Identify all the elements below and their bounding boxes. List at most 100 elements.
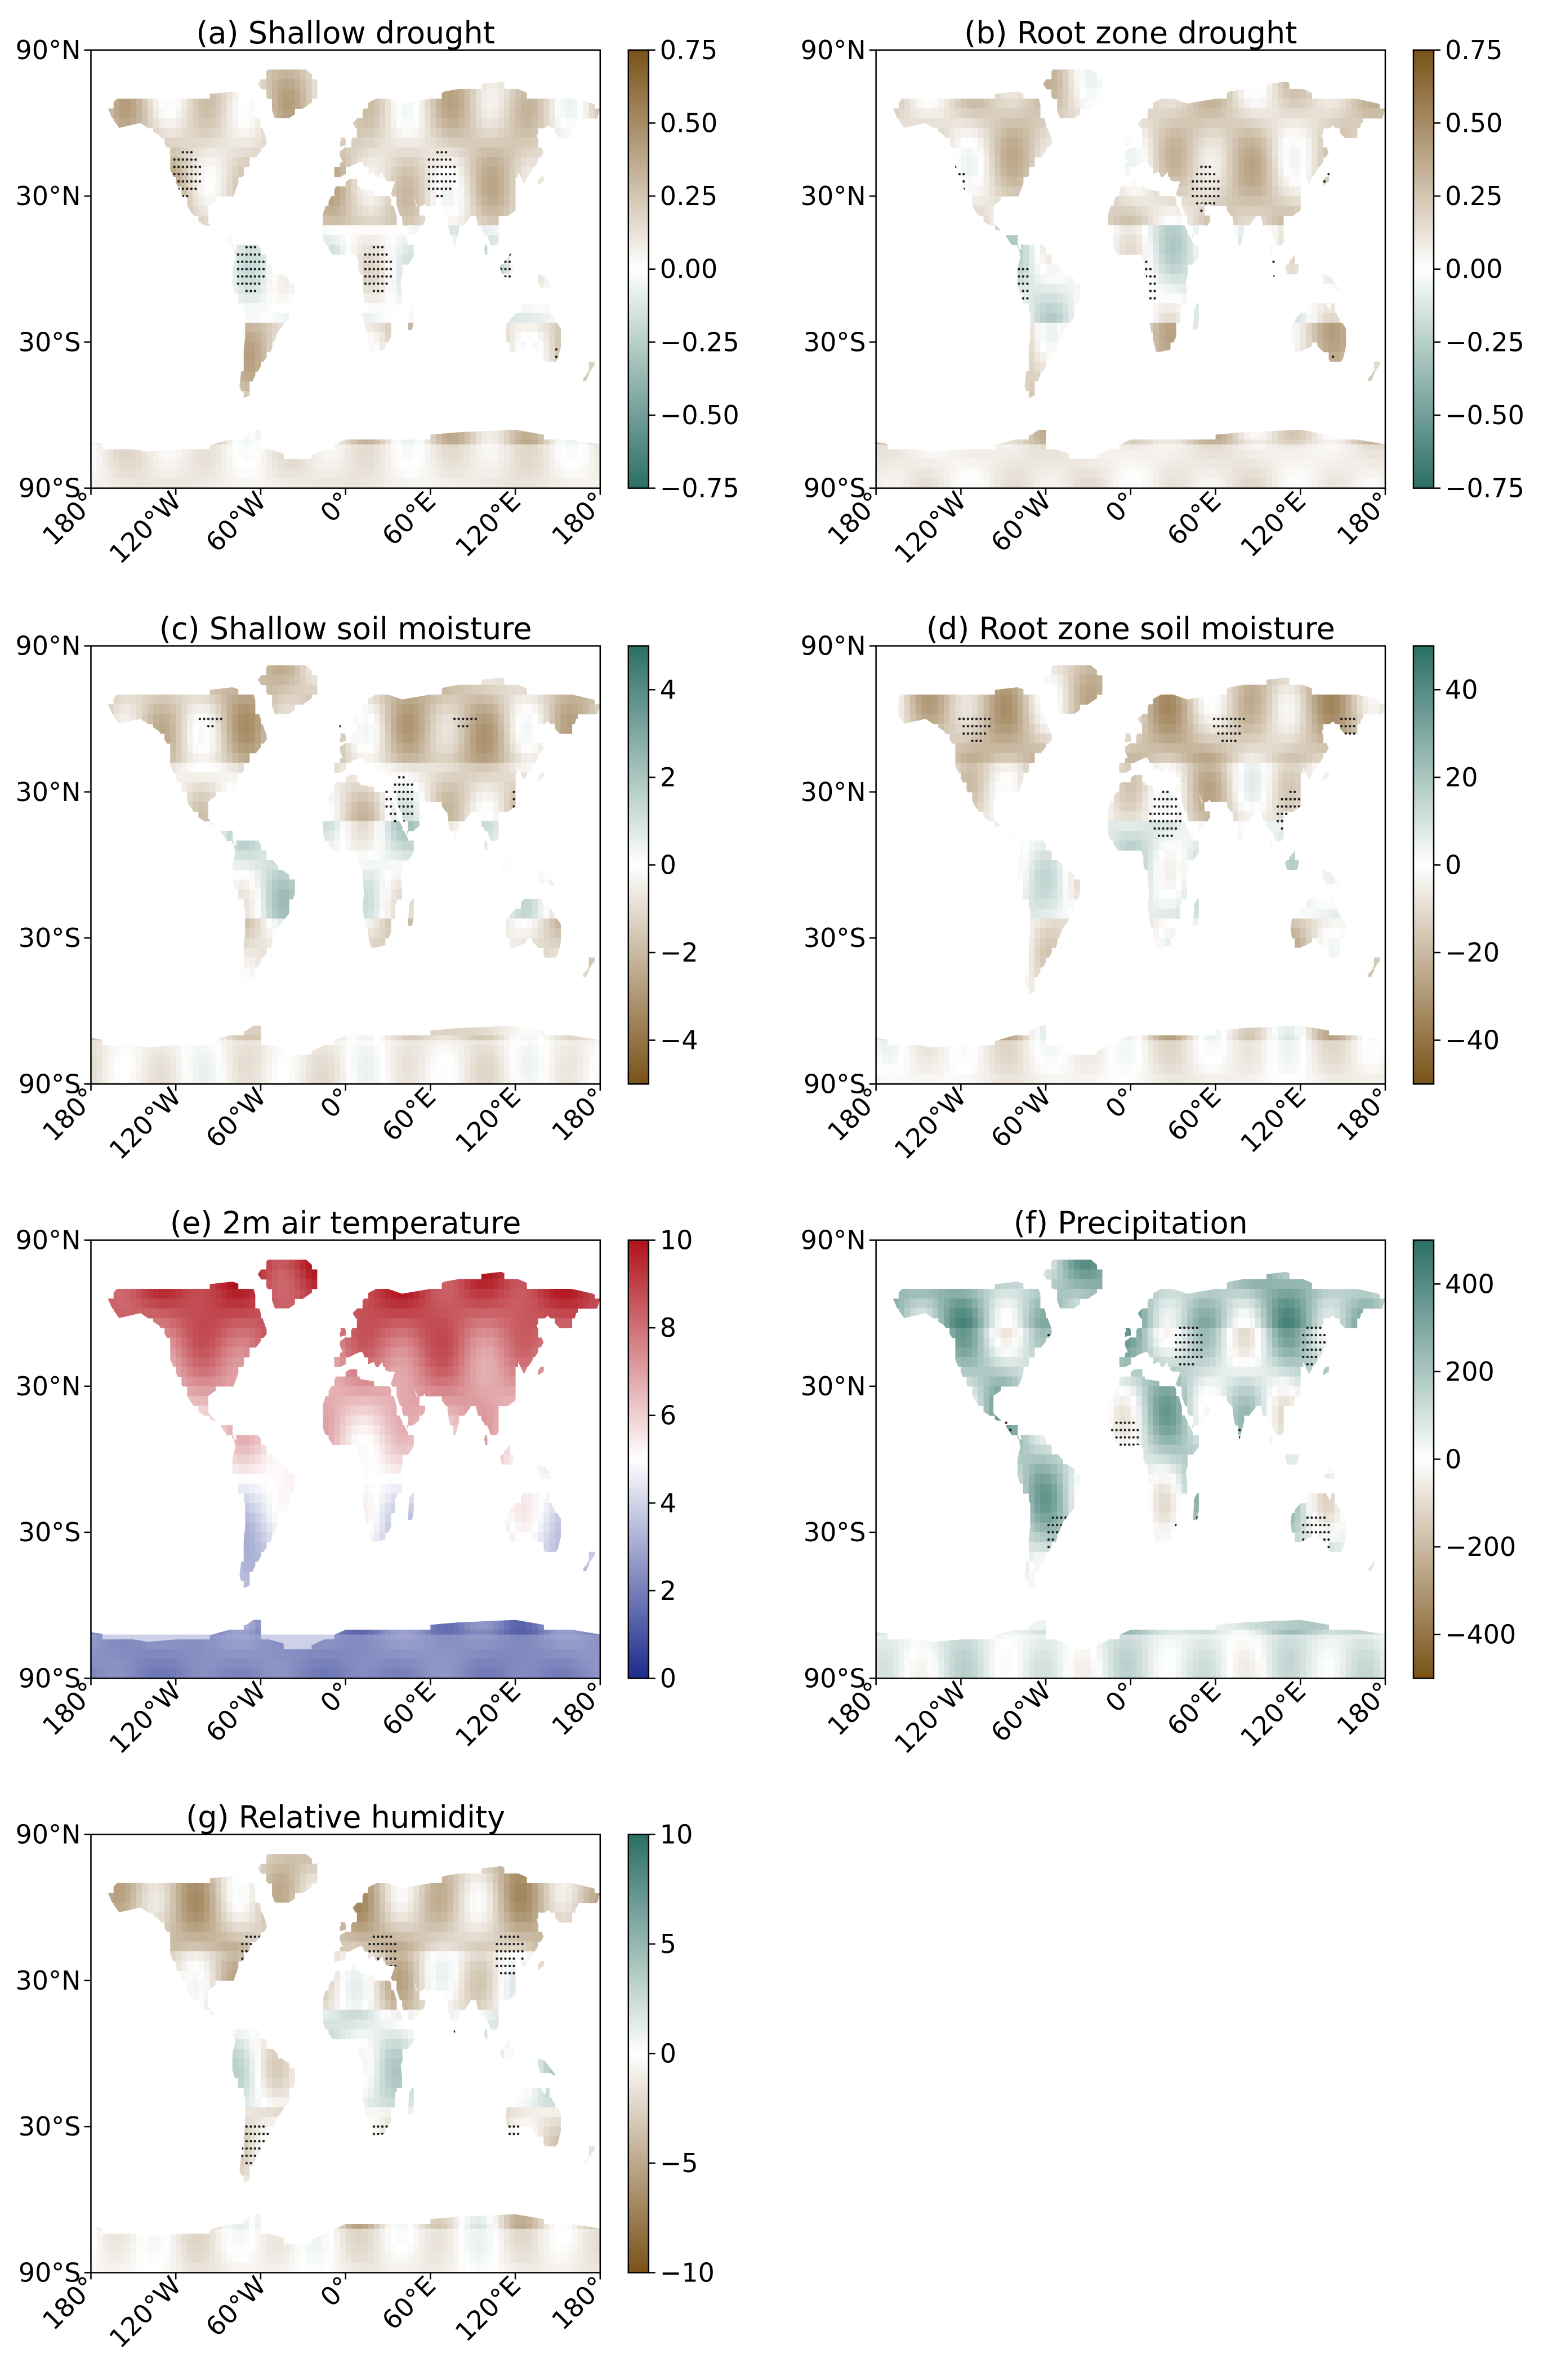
x-tick-label: 120°W bbox=[103, 486, 187, 570]
y-tick-label: 90°S bbox=[804, 473, 866, 504]
panel-e: (e) 2m air temperature 180° 120°W 60°W 0° 60°… bbox=[16, 1205, 693, 1760]
x-tick-label: 60°W bbox=[200, 1082, 272, 1154]
y-tick-label: 90°N bbox=[801, 35, 866, 65]
antarctica-shade bbox=[876, 1634, 1385, 1679]
panel-g: (g) Relative humidity 180° 120°W 60°W 0° 60°E… bbox=[16, 1800, 715, 2354]
panel-title: (g) Relative humidity bbox=[186, 1800, 505, 1835]
y-tick-label: 30°S bbox=[19, 2111, 81, 2142]
antarctica-shade bbox=[91, 444, 600, 488]
x-tick-label: 0° bbox=[314, 2270, 356, 2312]
x-tick-label: 60°E bbox=[1161, 1676, 1227, 1741]
antarctica-shade bbox=[91, 1040, 600, 1084]
colorbar bbox=[1412, 1239, 1435, 1679]
colorbar-tick-label: −10 bbox=[660, 2257, 715, 2288]
x-tick-label: 180° bbox=[546, 486, 612, 551]
x-tick-label: 120°W bbox=[103, 1082, 187, 1165]
x-tick-label: 60°W bbox=[200, 2270, 272, 2342]
x-tick-label: 120°W bbox=[888, 1676, 972, 1760]
y-tick-label: 90°N bbox=[801, 631, 866, 661]
colorbar-tick-label: 0.00 bbox=[1445, 254, 1502, 284]
y-tick-label: 30°N bbox=[16, 1371, 81, 1402]
colorbar bbox=[627, 645, 650, 1085]
colorbar-tick-label: −0.50 bbox=[660, 400, 739, 430]
y-tick-label: 30°N bbox=[801, 181, 866, 211]
panel-title: (f) Precipitation bbox=[1014, 1205, 1248, 1241]
colorbar-tick-label: 400 bbox=[1445, 1269, 1495, 1299]
colorbar-tick-label: −0.75 bbox=[1445, 473, 1524, 504]
panel-title: (d) Root zone soil moisture bbox=[926, 611, 1335, 647]
colorbar bbox=[1412, 645, 1435, 1085]
colorbar-tick-label: −20 bbox=[1445, 937, 1500, 968]
y-tick-label: 90°S bbox=[19, 1663, 81, 1693]
x-tick-label: 60°W bbox=[985, 486, 1057, 558]
x-tick-label: 60°E bbox=[1161, 486, 1227, 551]
colorbar-tick-label: 0 bbox=[660, 1663, 676, 1693]
colorbar-tick-label: 2 bbox=[660, 1576, 676, 1606]
stippling bbox=[173, 151, 558, 358]
y-tick-label: 30°N bbox=[801, 777, 866, 807]
colorbar-tick-label: −5 bbox=[660, 2148, 698, 2178]
x-tick-label: 180° bbox=[546, 2270, 612, 2336]
colorbar-tick-label: −200 bbox=[1445, 1532, 1516, 1562]
x-tick-label: 0° bbox=[1099, 486, 1141, 528]
x-tick-label: 120°W bbox=[103, 2270, 187, 2354]
colorbar-tick-label: 20 bbox=[1445, 762, 1478, 793]
x-tick-label: 120°E bbox=[449, 1676, 527, 1753]
x-tick-label: 0° bbox=[314, 1082, 356, 1124]
x-tick-label: 60°E bbox=[376, 1676, 441, 1741]
x-tick-label: 60°E bbox=[1161, 1082, 1227, 1147]
colorbar-tick-label: 0.25 bbox=[1445, 181, 1502, 211]
colorbar-tick-label: −400 bbox=[1445, 1620, 1516, 1650]
x-tick-label: 180° bbox=[546, 1676, 612, 1742]
x-tick-label: 120°W bbox=[888, 1082, 972, 1165]
x-tick-label: 60°E bbox=[376, 1082, 441, 1147]
x-tick-label: 120°E bbox=[1234, 1082, 1312, 1159]
stippling bbox=[241, 1935, 524, 2165]
x-tick-label: 180° bbox=[1331, 1676, 1397, 1742]
x-tick-label: 0° bbox=[314, 486, 356, 528]
x-tick-label: 180° bbox=[546, 1082, 612, 1147]
colorbar-tick-label: 10 bbox=[660, 1820, 693, 1850]
x-tick-label: 120°E bbox=[449, 2270, 527, 2347]
stippling bbox=[1005, 1326, 1330, 1549]
y-tick-label: 30°S bbox=[804, 1517, 866, 1547]
panel-d: (d) Root zone soil moisture 180° 120°W 60°W… bbox=[801, 611, 1500, 1165]
y-tick-label: 30°S bbox=[19, 327, 81, 357]
y-tick-label: 90°N bbox=[16, 631, 81, 661]
colorbar-tick-label: 8 bbox=[660, 1313, 676, 1343]
colorbar-tick-label: 0.25 bbox=[660, 181, 717, 211]
y-tick-label: 90°S bbox=[804, 1663, 866, 1693]
antarctica-shade bbox=[876, 1040, 1385, 1084]
colorbar-tick-label: 40 bbox=[1445, 674, 1478, 705]
colorbar-tick-label: 200 bbox=[1445, 1356, 1495, 1387]
x-tick-label: 0° bbox=[1099, 1676, 1141, 1718]
x-tick-label: 60°E bbox=[376, 486, 441, 551]
x-tick-label: 120°E bbox=[449, 486, 527, 563]
colorbar-tick-label: −0.25 bbox=[660, 327, 739, 357]
x-tick-label: 60°W bbox=[985, 1676, 1057, 1748]
x-tick-label: 120°E bbox=[1234, 1676, 1312, 1753]
colorbar bbox=[627, 1834, 650, 2274]
colorbar-tick-label: 0 bbox=[660, 2039, 676, 2069]
colorbar-tick-label: 5 bbox=[660, 1929, 676, 1959]
colorbar bbox=[1412, 49, 1435, 489]
antarctica-shade bbox=[876, 444, 1385, 488]
y-tick-label: 30°N bbox=[16, 1965, 81, 1996]
y-tick-label: 90°S bbox=[804, 1069, 866, 1099]
stippling bbox=[954, 166, 1335, 358]
stippling bbox=[198, 717, 515, 822]
y-tick-label: 90°S bbox=[19, 1069, 81, 1099]
panel-a: (a) Shallow drought 180° 120°W 60°W 0° 60°E 12… bbox=[16, 15, 739, 570]
colorbar-tick-label: −0.75 bbox=[660, 473, 739, 504]
colorbar bbox=[627, 1239, 650, 1679]
colorbar-tick-label: 4 bbox=[660, 674, 676, 705]
colorbar-tick-label: −0.50 bbox=[1445, 400, 1524, 430]
colorbar-tick-label: 0.50 bbox=[1445, 108, 1502, 138]
x-tick-label: 60°W bbox=[200, 486, 272, 558]
y-tick-label: 30°N bbox=[16, 181, 81, 211]
y-tick-label: 30°S bbox=[19, 1517, 81, 1547]
y-tick-label: 90°N bbox=[16, 1820, 81, 1850]
panel-b: (b) Root zone drought 180° 120°W 60°W 0° 60°E… bbox=[801, 15, 1524, 570]
x-tick-label: 120°E bbox=[449, 1082, 527, 1159]
